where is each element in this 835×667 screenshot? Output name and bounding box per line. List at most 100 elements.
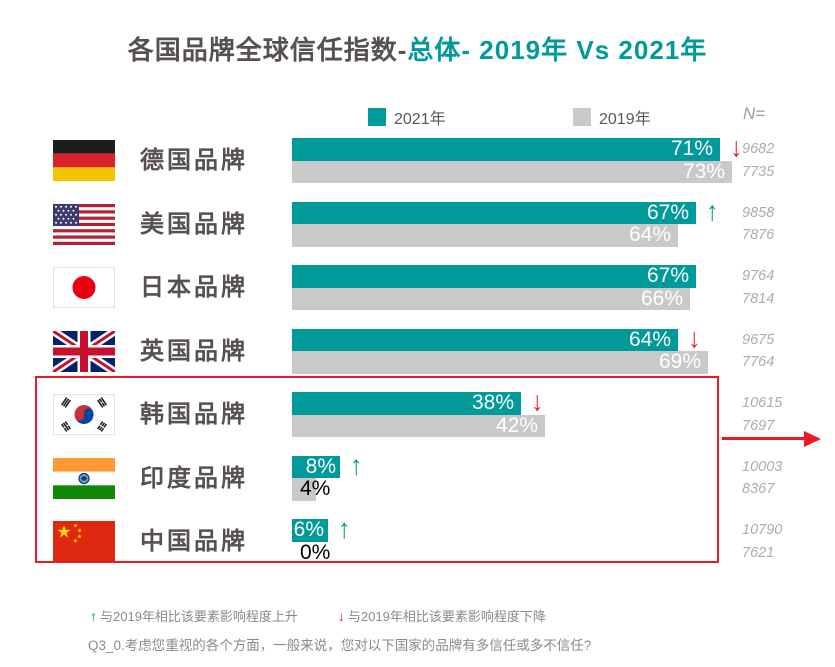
bar-2021 (292, 519, 328, 542)
trend-arrow-down-icon: ↓ (688, 323, 701, 354)
sample-sizes: 9682 7735 (742, 138, 774, 183)
n-2019: 7735 (742, 163, 775, 180)
japan-flag (53, 267, 115, 308)
bar-2019 (292, 287, 690, 310)
country-row-germany: 德国品牌 71% ↓ 73% 9682 7735 (0, 133, 835, 202)
sample-sizes: 9764 7814 (742, 265, 774, 310)
n-2021: 10790 (742, 522, 783, 538)
red-callout-arrow-line (722, 437, 806, 440)
bar-2019 (292, 160, 732, 183)
country-label: 韩国品牌 (140, 401, 248, 428)
uk-flag (53, 330, 115, 372)
sample-sizes: 10003 8367 (742, 456, 782, 501)
legend-swatch-2019-icon (573, 108, 591, 126)
bar-2019 (292, 224, 678, 247)
value-label-2019: 64% (628, 223, 671, 246)
bar-track-2019: 4% (292, 478, 757, 501)
value-label-2019: 69% (658, 350, 701, 373)
n-2021: 10003 (742, 458, 783, 475)
sample-sizes: 10790 7621 (742, 519, 782, 564)
n-2021: 9682 (742, 141, 775, 157)
trend-arrow-up-icon: ↑ (350, 450, 363, 481)
korea-flag (53, 394, 115, 435)
bar-2019 (292, 351, 708, 374)
bar-track-2019: 73% (292, 159, 757, 183)
trend-arrow-down-icon: ↓ (531, 386, 544, 418)
n-2019: 8367 (742, 481, 775, 497)
n-2019: 7621 (742, 544, 775, 561)
value-label-2019: 4% (300, 477, 331, 500)
bar-track-2021: 38% ↓ (292, 387, 757, 417)
down-arrow-icon: ↓ (337, 607, 345, 624)
bar-2021 (292, 138, 720, 161)
country-label: 英国品牌 (140, 337, 248, 365)
value-label-2021: 71% (670, 137, 713, 160)
bar-2021 (292, 328, 678, 351)
title-highlight: 总体- 2019年 Vs 2021年 (407, 35, 708, 65)
value-label-2021: 67% (646, 200, 689, 224)
bar-2021 (292, 265, 696, 288)
country-label: 印度品牌 (140, 464, 248, 492)
n-2021: 9858 (742, 204, 775, 221)
n-2019: 7814 (742, 290, 775, 307)
bar-track-2021: 64% ↓ (292, 324, 757, 353)
legend-label-2019: 2019年 (599, 111, 651, 128)
bar-track-2021: 8% ↑ (292, 451, 757, 480)
bar-track-2021: 67% ↑ (292, 197, 757, 226)
n-2021: 9764 (742, 268, 775, 284)
value-label-2019: 42% (495, 413, 538, 437)
country-row-china: 中国品牌 6% ↑ 0% 10790 7621 (0, 514, 835, 583)
footnote: ↑ 与2019年相比该要素影响程度上升 ↓ 与2019年相比该要素影响程度下降 (90, 606, 546, 625)
n-2021: 9675 (742, 331, 775, 348)
bar-track-2021: 71% ↓ (292, 133, 757, 163)
bar-track-2019: 64% (292, 224, 757, 247)
n-2019: 7697 (742, 417, 775, 434)
value-label-2021: 38% (471, 391, 514, 414)
country-row-japan: 日本品牌 67% 66% 9764 7814 (0, 265, 835, 329)
india-flag (53, 457, 115, 499)
footnote-down-text: 与2019年相比该要素影响程度下降 (347, 609, 546, 624)
up-arrow-icon: ↑ (90, 607, 97, 624)
trend-arrow-up-icon: ↑ (338, 513, 351, 545)
bar-2021 (292, 455, 340, 478)
legend-item-2021: 2021年 (368, 107, 446, 128)
usa-flag (53, 203, 115, 245)
sample-sizes: 9675 7764 (742, 329, 774, 374)
country-row-india: 印度品牌 8% ↑ 4% 10003 8367 (0, 451, 835, 520)
question-text: Q3_0.考虑您重视的各个方面，一般来说，您对以下国家的品牌有多信任或多不信任? (88, 638, 592, 653)
bar-track-2021: 6% ↑ (292, 514, 757, 544)
rows: 德国品牌 71% ↓ 73% 9682 7735 美国品牌 67% ↑ 64% … (0, 133, 835, 583)
value-label-2021: 6% (293, 518, 324, 541)
n-2019: 7764 (742, 354, 775, 370)
highlight-box (35, 376, 719, 563)
bar-track-2019: 69% (292, 351, 757, 374)
sample-sizes: 10615 7697 (742, 392, 782, 437)
bar-2021 (292, 201, 696, 224)
red-callout-arrow-head-icon (804, 430, 821, 447)
trend-arrow-down-icon: ↓ (730, 132, 743, 164)
country-label: 日本品牌 (140, 274, 248, 301)
value-label-2019: 66% (640, 286, 683, 310)
n-2019: 7876 (742, 227, 775, 243)
page-title: 各国品牌全球信任指数-总体- 2019年 Vs 2021年 (0, 30, 835, 67)
country-row-usa: 美国品牌 67% ↑ 64% 9858 7876 (0, 197, 835, 266)
germany-flag (53, 140, 115, 181)
country-label: 中国品牌 (140, 528, 248, 555)
bar-track-2019: 66% (292, 286, 757, 310)
value-label-2019: 73% (682, 159, 725, 183)
legend-label-2021: 2021年 (394, 111, 446, 128)
bar-track-2019: 42% (292, 413, 757, 437)
title-prefix: 各国品牌全球信任指数- (127, 35, 408, 65)
legend-item-2019: 2019年 (573, 107, 651, 128)
value-label-2021: 64% (628, 327, 671, 351)
china-flag (53, 521, 115, 562)
sample-sizes: 9858 7876 (742, 202, 774, 247)
bar-track-2019: 0% (292, 540, 757, 565)
bar-2021 (292, 392, 521, 415)
trend-arrow-up-icon: ↑ (706, 196, 719, 227)
bar-2019 (292, 478, 316, 501)
country-row-uk: 英国品牌 64% ↓ 69% 9675 7764 (0, 324, 835, 393)
value-label-2019: 0% (300, 540, 331, 564)
n-header: N= (743, 104, 766, 123)
